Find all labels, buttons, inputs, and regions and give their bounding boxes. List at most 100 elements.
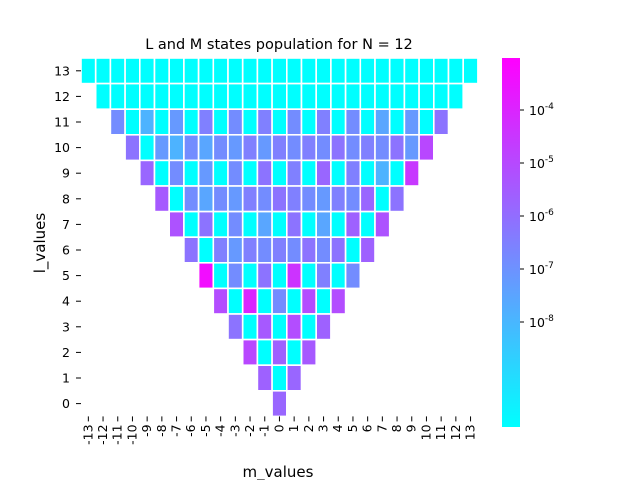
heatmap-cell bbox=[183, 185, 200, 213]
heatmap-cell bbox=[359, 108, 376, 136]
heatmap-cell bbox=[168, 210, 185, 239]
heatmap-cell bbox=[330, 134, 347, 162]
heatmap-cell bbox=[256, 57, 273, 85]
x-tick-label: 12 bbox=[448, 424, 463, 440]
heatmap-cell bbox=[109, 57, 126, 85]
heatmap-cell bbox=[256, 185, 273, 213]
heatmap-cell bbox=[197, 82, 215, 110]
x-tick-label: 1 bbox=[286, 424, 301, 432]
x-tick-label: -5 bbox=[198, 424, 213, 436]
heatmap-cell bbox=[285, 287, 303, 315]
heatmap-cell bbox=[359, 210, 376, 239]
heatmap-cell bbox=[153, 185, 170, 213]
heatmap-cell bbox=[227, 134, 244, 162]
heatmap-cell bbox=[374, 185, 391, 213]
heatmap-cell bbox=[285, 236, 303, 264]
y-tick-label: 11 bbox=[54, 115, 70, 130]
y-tick-label: 7 bbox=[62, 217, 70, 232]
x-tick-label: -11 bbox=[110, 424, 125, 444]
y-tick-label: 4 bbox=[62, 294, 70, 309]
heatmap-cell bbox=[403, 159, 420, 187]
heatmap-cell bbox=[418, 82, 435, 110]
heatmap-cell bbox=[330, 287, 347, 315]
heatmap-cell bbox=[315, 159, 332, 187]
x-tick-label: 5 bbox=[345, 424, 360, 432]
x-tick-label: -4 bbox=[213, 424, 228, 437]
heatmap-cell bbox=[271, 159, 288, 187]
heatmap-cell bbox=[315, 210, 332, 239]
heatmap-cell bbox=[212, 210, 229, 239]
heatmap-cell bbox=[300, 185, 317, 213]
x-tick-label: -1 bbox=[257, 424, 272, 436]
colorbar-tick-label: 10-4 bbox=[529, 102, 554, 118]
heatmap-cell bbox=[315, 236, 332, 264]
y-tick-label: 12 bbox=[54, 89, 70, 104]
heatmap-cell bbox=[285, 338, 303, 367]
heatmap-cell bbox=[344, 108, 362, 136]
x-tick-label: 13 bbox=[463, 424, 478, 440]
heatmap-cell bbox=[344, 134, 362, 162]
heatmap-cell bbox=[330, 159, 347, 187]
heatmap-cell bbox=[256, 108, 273, 136]
heatmap-cell bbox=[197, 108, 215, 136]
heatmap-cell bbox=[183, 134, 200, 162]
heatmap-cell bbox=[330, 236, 347, 264]
heatmap-cell bbox=[285, 364, 303, 392]
heatmap-cell bbox=[124, 57, 141, 85]
heatmap-cell bbox=[300, 108, 317, 136]
y-tick-label: 1 bbox=[62, 371, 70, 386]
x-tick-label: -6 bbox=[183, 424, 198, 437]
heatmap-cell bbox=[344, 210, 362, 239]
heatmap-cell bbox=[388, 134, 406, 162]
heatmap-cell bbox=[139, 57, 156, 85]
heatmap-cell bbox=[359, 134, 376, 162]
heatmap-cell bbox=[359, 57, 376, 85]
heatmap-cell bbox=[227, 210, 244, 239]
heatmap-cell bbox=[256, 159, 273, 187]
heatmap-cell bbox=[359, 159, 376, 187]
heatmap-cell bbox=[447, 57, 464, 85]
heatmap-cell bbox=[344, 261, 362, 290]
heatmap-cell bbox=[271, 236, 288, 264]
heatmap-cell bbox=[168, 82, 185, 110]
heatmap-cell bbox=[109, 108, 126, 136]
y-tick-label: 10 bbox=[54, 140, 70, 155]
heatmap-cell bbox=[285, 159, 303, 187]
heatmap-cell bbox=[432, 57, 450, 85]
heatmap-cell bbox=[285, 185, 303, 213]
heatmap-cell bbox=[403, 82, 420, 110]
heatmap-cell bbox=[315, 134, 332, 162]
heatmap-cell bbox=[197, 210, 215, 239]
y-tick-label: 8 bbox=[62, 191, 70, 206]
heatmap-cell bbox=[227, 287, 244, 315]
heatmap-cell bbox=[285, 82, 303, 110]
y-tick-label: 3 bbox=[62, 319, 70, 334]
heatmap-cell bbox=[256, 210, 273, 239]
heatmap-cell bbox=[330, 108, 347, 136]
heatmap-cell bbox=[256, 236, 273, 264]
heatmap-cell bbox=[300, 210, 317, 239]
heatmap-cell bbox=[168, 108, 185, 136]
heatmap-cell bbox=[212, 134, 229, 162]
heatmap-cell bbox=[330, 185, 347, 213]
heatmap-cell bbox=[403, 57, 420, 85]
heatmap-cell bbox=[241, 108, 259, 136]
heatmap-cell bbox=[271, 134, 288, 162]
heatmap-cell bbox=[241, 185, 259, 213]
heatmap-cell bbox=[139, 159, 156, 187]
heatmap-cell bbox=[256, 82, 273, 110]
x-tick-label: 11 bbox=[433, 424, 448, 440]
heatmap-cell bbox=[227, 82, 244, 110]
heatmap-cell bbox=[124, 82, 141, 110]
heatmap-cell bbox=[418, 57, 435, 85]
heatmap-cell bbox=[94, 57, 112, 85]
heatmap-cell bbox=[271, 82, 288, 110]
heatmap-cell bbox=[447, 82, 464, 110]
heatmap-cell bbox=[315, 57, 332, 85]
heatmap-cell bbox=[403, 108, 420, 136]
heatmap-cell bbox=[271, 210, 288, 239]
heatmap-cell bbox=[300, 82, 317, 110]
heatmap-cell bbox=[300, 159, 317, 187]
colorbar-tick-label: 10-5 bbox=[529, 155, 554, 171]
